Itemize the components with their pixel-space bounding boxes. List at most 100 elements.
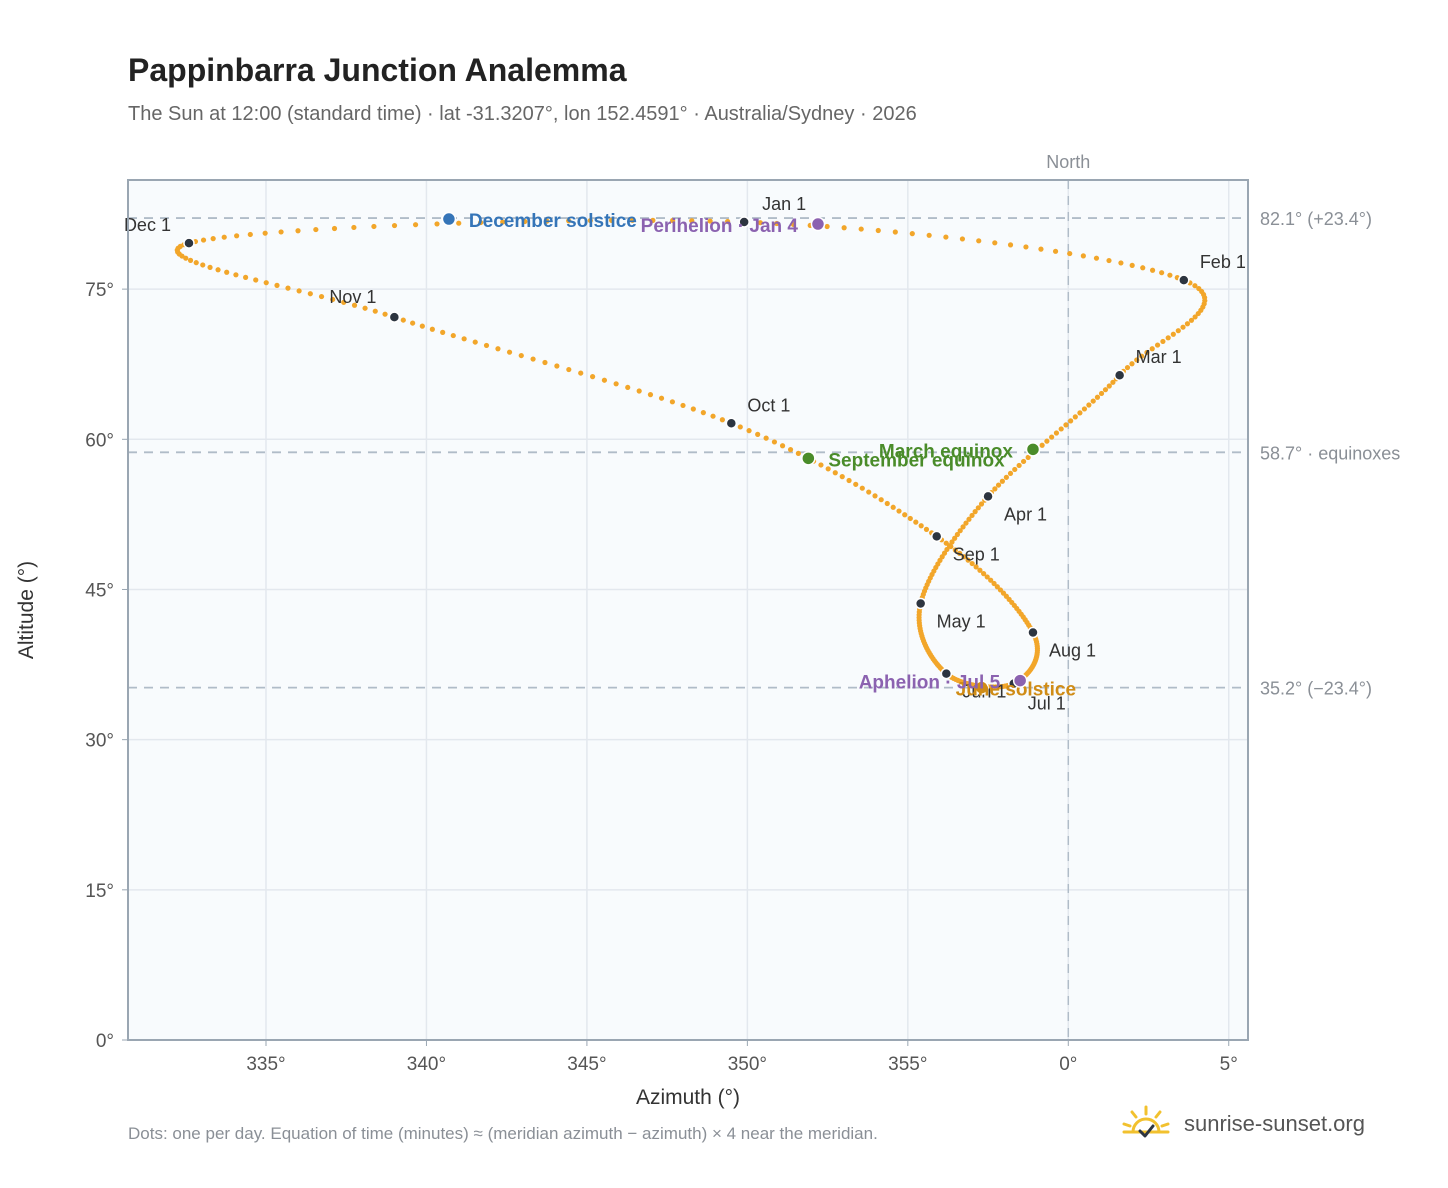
daily-dot [1053, 430, 1060, 436]
daily-dot [1094, 394, 1101, 400]
daily-dot [200, 262, 206, 268]
daily-dot [966, 516, 972, 522]
daily-dot [737, 424, 743, 430]
daily-dot [296, 288, 302, 294]
daily-dot [1102, 387, 1109, 393]
daily-dot [274, 282, 280, 288]
daily-dot [909, 231, 915, 237]
daily-dot [972, 509, 978, 515]
daily-dot [926, 232, 932, 238]
event-label: Aphelion · Jul 5 [859, 673, 1001, 694]
daily-dot [957, 550, 963, 556]
daily-dot [495, 346, 501, 352]
daily-dot [330, 296, 336, 303]
month-marker [1113, 369, 1126, 381]
event-label: June solstice [956, 680, 1076, 701]
daily-dot [1063, 422, 1069, 428]
daily-dot [362, 305, 368, 311]
daily-dot [578, 370, 584, 376]
daily-dot [263, 280, 269, 286]
month-marker-label: Mar 1 [1136, 347, 1182, 367]
daily-dot [969, 560, 975, 567]
daily-dot [544, 218, 550, 224]
daily-dot [1068, 418, 1074, 424]
month-marker [388, 311, 401, 323]
event-marker [974, 680, 989, 695]
daily-dot [907, 515, 913, 522]
daily-dot [859, 485, 865, 491]
daily-dot [313, 226, 319, 233]
daily-dot [625, 384, 631, 391]
daily-dot [1149, 346, 1155, 352]
daily-dot [755, 431, 761, 437]
daily-dot [1098, 390, 1105, 397]
daily-dot [719, 417, 725, 423]
daily-dot [1067, 250, 1073, 257]
daily-dot [400, 317, 406, 323]
daily-dot [853, 481, 859, 487]
axis-ticks: 335° 340° 345° 350° 355° 0° 5° 0° 15° 30° 45° 60° 75… [85, 280, 1238, 1075]
x-tick-label: 355° [888, 1054, 927, 1075]
daily-dot [995, 482, 1002, 488]
daily-dot [1086, 402, 1092, 408]
daily-dot [500, 219, 506, 225]
month-marker [940, 667, 953, 680]
x-tick-label: 335° [246, 1054, 285, 1075]
brand[interactable]: sunrise-sunset.org [1120, 1104, 1365, 1144]
daily-dot [999, 478, 1005, 484]
daily-dot [787, 446, 794, 453]
y-axis-label: Altitude (°) [15, 561, 38, 659]
daily-dot [371, 223, 377, 230]
event-marker [1025, 442, 1041, 457]
event-marker [810, 216, 826, 232]
daily-dot [1167, 272, 1173, 278]
daily-dot [1080, 253, 1086, 259]
daily-dot [650, 217, 656, 223]
daily-dot [725, 218, 731, 225]
daily-dot [1149, 267, 1156, 273]
daily-dot [707, 218, 713, 224]
daily-dot [832, 470, 838, 476]
daily-dot [1007, 242, 1014, 248]
daily-dot [1192, 314, 1198, 320]
daily-dot [450, 332, 456, 339]
event-label: Perihelion · Jan 4 [641, 216, 799, 237]
daily-dot [954, 531, 960, 538]
month-marker [725, 417, 738, 430]
daily-dot [542, 359, 548, 366]
daily-dot [1129, 262, 1135, 268]
daily-dot [307, 291, 313, 297]
daily-dot [858, 226, 864, 232]
daily-dot [1124, 364, 1131, 371]
daily-dot [434, 221, 440, 227]
daily-dot [554, 363, 560, 369]
daily-dot [215, 267, 221, 273]
daily-dot [790, 221, 796, 227]
daily-dot [746, 428, 752, 434]
daily-dot [902, 512, 908, 518]
month-marker-label: Sep 1 [953, 544, 1000, 564]
daily-dot [183, 255, 189, 261]
daily-dot [243, 274, 249, 280]
daily-dot [978, 501, 985, 507]
daily-dot [975, 505, 981, 511]
daily-dot [382, 311, 388, 317]
daily-dot [977, 567, 983, 573]
daily-dot [959, 236, 966, 242]
daily-dot [629, 217, 636, 223]
daily-dot [253, 277, 259, 283]
daily-dot [700, 410, 706, 416]
daily-dot [530, 356, 536, 362]
daily-dot [1003, 474, 1009, 480]
daily-dot [351, 224, 357, 231]
daily-dot [601, 377, 608, 383]
x-axis-label: Azimuth (°) [636, 1086, 740, 1109]
y-tick-label: 0° [96, 1031, 114, 1052]
daily-dot [483, 342, 490, 349]
daily-dot [278, 229, 284, 235]
y-tick-label: 60° [85, 430, 114, 451]
daily-dot [1134, 357, 1140, 363]
daily-dot [419, 323, 425, 329]
daily-dot [518, 352, 524, 359]
